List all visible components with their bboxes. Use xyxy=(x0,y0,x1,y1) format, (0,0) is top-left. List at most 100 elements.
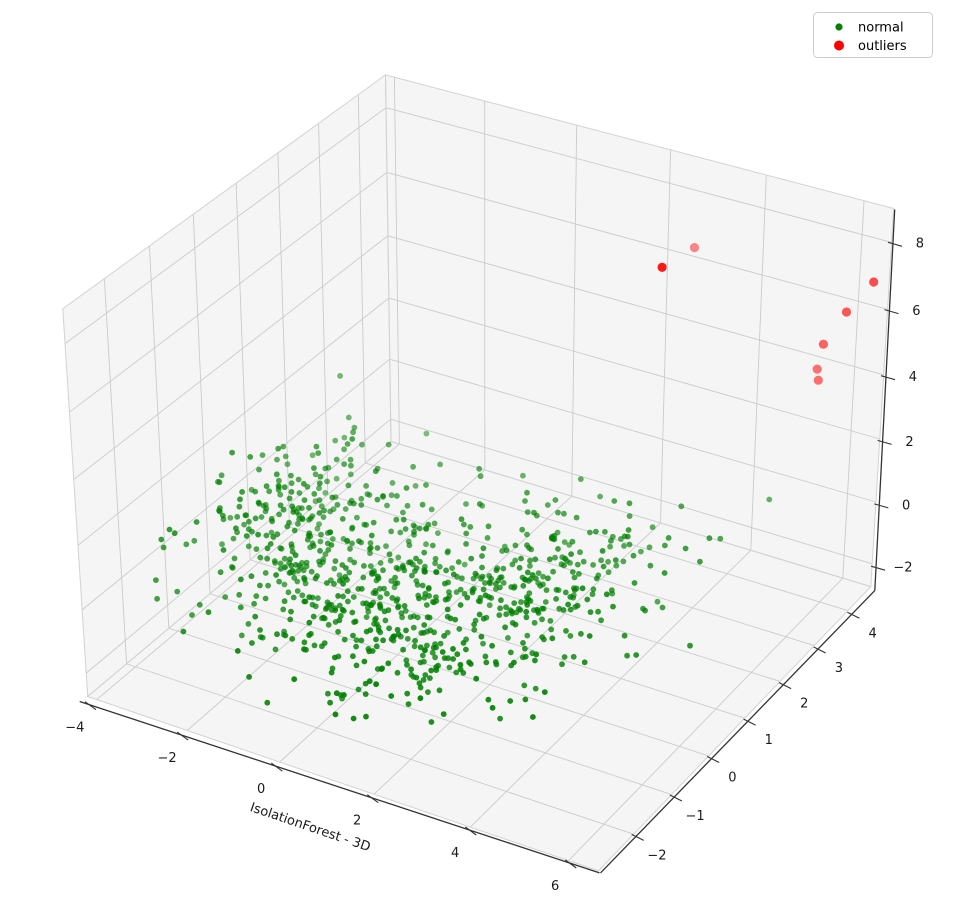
scatter-point-normal xyxy=(393,598,400,604)
scatter-point-normal xyxy=(439,649,446,655)
scatter-point-normal xyxy=(522,498,528,504)
scatter-point-normal xyxy=(620,558,627,565)
scatter-point-normal xyxy=(316,558,322,565)
scatter-point-normal xyxy=(311,465,317,471)
scatter-point-normal xyxy=(327,529,334,535)
z-axis-spine xyxy=(874,209,896,591)
scatter-point-normal xyxy=(282,564,288,571)
scatter-point-normal xyxy=(524,594,530,601)
scatter-point-normal xyxy=(424,642,430,649)
scatter-point-normal xyxy=(374,545,381,551)
scatter-point-normal xyxy=(389,480,396,486)
scatter-point-normal xyxy=(662,542,668,549)
scatter-point-normal xyxy=(256,466,262,473)
scatter-point-normal xyxy=(337,613,344,619)
x-tick-label: 6 xyxy=(551,879,559,894)
scatter-point-normal xyxy=(502,624,508,631)
scatter-point-normal xyxy=(367,563,374,569)
scatter-point-normal xyxy=(372,590,379,597)
grid-line xyxy=(390,418,873,565)
scatter-point-normal xyxy=(400,646,406,653)
scatter-point-normal xyxy=(590,562,596,568)
scatter-point-normal xyxy=(166,526,173,533)
scatter-point-normal xyxy=(289,503,296,510)
scatter-point-normal xyxy=(377,560,384,566)
scatter-point-normal xyxy=(423,430,430,437)
scatter-point-normal xyxy=(531,509,537,516)
scatter-point-normal xyxy=(520,640,526,646)
pane-left xyxy=(62,74,392,697)
scatter-point-normal xyxy=(377,594,384,601)
grid-line xyxy=(385,107,892,243)
scatter-point-normal xyxy=(328,602,335,608)
scatter-point-normal xyxy=(433,569,439,575)
scatter-point-normal xyxy=(341,446,347,453)
scatter-point-normal xyxy=(367,540,374,546)
scatter-point-normal xyxy=(380,637,386,644)
grid-line xyxy=(469,549,752,828)
scatter-point-normal xyxy=(392,574,398,581)
scatter-point-normal xyxy=(403,485,410,491)
scatter-point-normal xyxy=(626,513,633,519)
scatter-point-normal xyxy=(362,691,369,697)
scatter-point-normal xyxy=(367,627,374,633)
z-tick-mark xyxy=(880,375,896,381)
scatter-point-normal xyxy=(484,535,491,541)
scatter-point-normal xyxy=(389,595,396,601)
scatter-point-normal xyxy=(369,569,375,576)
scatter-point-normal xyxy=(306,619,313,626)
scatter-point-normal xyxy=(492,580,499,587)
scatter-point-normal xyxy=(287,556,293,563)
scatter-point-normal xyxy=(394,626,401,633)
scatter-point-normal xyxy=(561,539,568,545)
scatter-point-normal xyxy=(325,547,332,553)
grid-line xyxy=(126,663,634,835)
scatter-point-normal xyxy=(603,591,610,598)
scatter-point-normal xyxy=(274,456,280,463)
scatter-point-normal xyxy=(350,653,356,660)
scatter-point-normal xyxy=(486,602,493,609)
scatter-point-normal xyxy=(469,589,476,596)
scatter-point-normal xyxy=(435,662,441,669)
scatter-point-normal xyxy=(350,715,357,722)
scatter-point-normal xyxy=(333,690,340,697)
scatter-point-normal xyxy=(493,567,500,574)
scatter-point-normal xyxy=(404,635,411,642)
grid-line xyxy=(148,245,170,629)
scatter-point-normal xyxy=(593,528,599,535)
scatter-point-normal xyxy=(587,609,594,615)
scatter-point-normal xyxy=(503,604,509,611)
scatter-point-normal xyxy=(375,624,382,631)
scatter-point-normal xyxy=(555,509,561,516)
scatter-point-normal xyxy=(471,626,478,633)
scatter-point-normal xyxy=(446,664,453,671)
scatter-point-normal xyxy=(236,503,243,510)
scatter-point-normal xyxy=(410,624,417,631)
scatter-point-normal xyxy=(234,648,241,654)
scatter-point-normal xyxy=(238,632,245,639)
scatter-point-normal xyxy=(289,636,296,642)
scatter-point-normal xyxy=(248,573,255,580)
scatter-point-normal xyxy=(276,578,282,585)
scatter-point-normal xyxy=(395,631,402,638)
scatter-point-normal xyxy=(281,581,288,588)
x-tick-label: −4 xyxy=(65,721,84,736)
scatter-point-normal xyxy=(569,538,576,545)
scatter-point-normal xyxy=(613,562,620,569)
scatter-point-normal xyxy=(527,563,533,569)
scatter-point-normal xyxy=(281,484,288,491)
scatter-point-normal xyxy=(303,559,310,566)
grid-line xyxy=(373,522,661,795)
legend-label-normal: normal xyxy=(858,21,904,36)
scatter-point-normal xyxy=(436,687,443,694)
scatter-point-normal xyxy=(489,642,495,649)
scatter-point-normal xyxy=(533,651,540,658)
scatter-point-normal xyxy=(316,521,322,528)
grid-line xyxy=(318,123,329,495)
scatter-point-normal xyxy=(404,502,411,509)
scatter-point-normal xyxy=(346,569,353,576)
scatter-point-normal xyxy=(333,475,340,482)
scatter-point-normal xyxy=(359,441,365,448)
scatter-point-normal xyxy=(464,594,471,601)
scatter-point-normal xyxy=(587,529,593,536)
